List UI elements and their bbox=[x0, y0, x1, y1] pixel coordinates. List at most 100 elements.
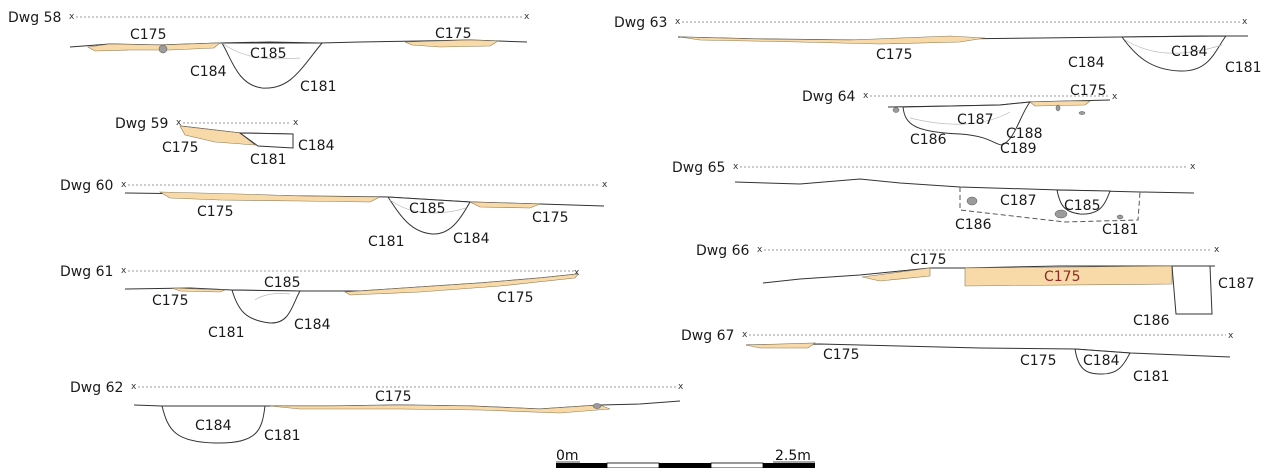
drawing-title: Dwg 60 bbox=[60, 178, 113, 194]
stone bbox=[1078, 111, 1086, 115]
context-label: C188 bbox=[1006, 126, 1043, 142]
context-label: C175 bbox=[375, 389, 412, 405]
drawing-dwg65: Dwg 65 x x C187 C185 C186 C181 bbox=[672, 160, 1196, 238]
context-label: C181 bbox=[300, 79, 337, 95]
layer-c175-fill bbox=[158, 191, 381, 203]
context-label: C184 bbox=[1171, 44, 1208, 60]
datum-pin-left: x bbox=[131, 382, 137, 392]
scale-segment-filled bbox=[763, 463, 815, 468]
datum-pin-right: x bbox=[293, 118, 299, 128]
context-label: C184 bbox=[195, 418, 232, 434]
context-label: C175 bbox=[910, 252, 947, 268]
drawing-dwg58: Dwg 58 x x C175 C185 C175 C184 C181 bbox=[8, 10, 530, 95]
context-label: C175 bbox=[823, 347, 860, 363]
fill-boundary bbox=[1124, 39, 1223, 54]
context-label: C175 bbox=[876, 47, 913, 63]
context-label: C185 bbox=[264, 275, 301, 291]
cut-feature bbox=[238, 132, 294, 149]
cut-feature bbox=[387, 196, 471, 235]
layer-c175-fill bbox=[404, 39, 499, 48]
drawing-title: Dwg 67 bbox=[681, 328, 734, 344]
datum-pin-right: x bbox=[1214, 245, 1220, 255]
datum-pin-left: x bbox=[757, 245, 763, 255]
stone bbox=[592, 403, 602, 409]
cut-feature bbox=[1074, 348, 1131, 375]
context-label: C175 bbox=[1044, 269, 1081, 285]
drawing-title: Dwg 58 bbox=[8, 10, 61, 26]
layer-c175-fill bbox=[469, 201, 541, 209]
datum-pin-left: x bbox=[69, 12, 75, 22]
cut-feature bbox=[902, 101, 1032, 146]
context-label: C175 bbox=[152, 293, 189, 309]
layer-c175-fill bbox=[1029, 100, 1091, 107]
cut-feature bbox=[231, 289, 301, 324]
context-label: C184 bbox=[1083, 353, 1120, 369]
scale-segment-empty bbox=[710, 462, 764, 468]
drawing-title: Dwg 66 bbox=[696, 243, 749, 259]
context-label: C189 bbox=[1000, 141, 1037, 157]
datum-pin-right: x bbox=[1228, 331, 1234, 341]
drawing-dwg67: Dwg 67 x x C175 C175 C184 C181 bbox=[681, 328, 1234, 385]
context-label: C181 bbox=[264, 428, 301, 444]
stone bbox=[1055, 104, 1061, 112]
layer-c175-fill bbox=[171, 287, 226, 293]
ground-surface bbox=[745, 343, 1231, 358]
fill-boundary bbox=[389, 199, 467, 214]
drawing-title: Dwg 65 bbox=[672, 160, 725, 176]
drawing-title: Dwg 59 bbox=[115, 116, 168, 132]
context-label: C175 bbox=[1020, 353, 1057, 369]
datum-pin-left: x bbox=[733, 162, 739, 172]
datum-pin-left: x bbox=[742, 330, 748, 340]
context-label: C185 bbox=[1064, 198, 1101, 214]
stone bbox=[1054, 209, 1068, 219]
ground-surface bbox=[734, 178, 1195, 194]
context-label: C181 bbox=[1102, 222, 1139, 238]
context-label: C181 bbox=[1225, 60, 1262, 76]
context-label: C175 bbox=[435, 26, 472, 42]
drawing-title: Dwg 64 bbox=[802, 89, 855, 105]
context-label: C181 bbox=[208, 325, 245, 341]
datum-pin-left: x bbox=[176, 118, 182, 128]
context-label: C181 bbox=[368, 234, 405, 250]
context-label: C187 bbox=[1000, 193, 1037, 209]
context-label: C175 bbox=[197, 204, 234, 220]
layer-c175-fill bbox=[745, 342, 816, 349]
cut-feature bbox=[221, 42, 324, 89]
context-label: C184 bbox=[453, 231, 490, 247]
layer-c175-fill bbox=[964, 265, 1173, 287]
context-label: C186 bbox=[955, 217, 992, 233]
datum-pin-right: x bbox=[1112, 92, 1118, 102]
context-label: C175 bbox=[162, 140, 199, 156]
layer-c175-fill bbox=[861, 267, 931, 282]
layer-c175-fill bbox=[344, 273, 579, 296]
context-label: C175 bbox=[1070, 83, 1107, 99]
datum-pin-left: x bbox=[863, 91, 869, 101]
context-label: C184 bbox=[298, 138, 335, 154]
cut-feature bbox=[161, 405, 266, 444]
datum-pin-right: x bbox=[524, 12, 530, 22]
context-label: C175 bbox=[130, 27, 167, 43]
context-label: C187 bbox=[1218, 276, 1255, 292]
datum-pin-left: x bbox=[121, 180, 127, 190]
context-label: C186 bbox=[910, 132, 947, 148]
drawing-title: Dwg 63 bbox=[614, 15, 667, 31]
cut-feature bbox=[1171, 265, 1213, 315]
drawing-dwg59: Dwg 59 x x C175 C181 C184 bbox=[115, 116, 335, 168]
datum-pin-right: x bbox=[678, 382, 684, 392]
datum-pin-right: x bbox=[1190, 162, 1196, 172]
drawing-dwg64: Dwg 64 x x C175 C187 C188 C186 C189 bbox=[802, 83, 1118, 157]
scale-segment-filled bbox=[659, 463, 711, 468]
context-label: C181 bbox=[1133, 369, 1170, 385]
fill-boundary bbox=[254, 293, 291, 301]
stone bbox=[892, 107, 900, 113]
datum-pin-right: x bbox=[602, 180, 608, 190]
drawing-dwg63: Dwg 63 x x C175 C184 C184 C181 bbox=[614, 15, 1262, 76]
scale-segment-empty bbox=[606, 462, 660, 468]
stone bbox=[1116, 214, 1124, 220]
cut-feature bbox=[1056, 189, 1111, 215]
layer-c175-fill bbox=[269, 404, 611, 414]
drawing-dwg62: Dwg 62 x x C175 C184 C181 bbox=[70, 380, 684, 444]
drawing-title: Dwg 62 bbox=[70, 380, 123, 396]
scale-segment-filled bbox=[556, 463, 607, 468]
fill-boundary bbox=[909, 111, 1011, 125]
